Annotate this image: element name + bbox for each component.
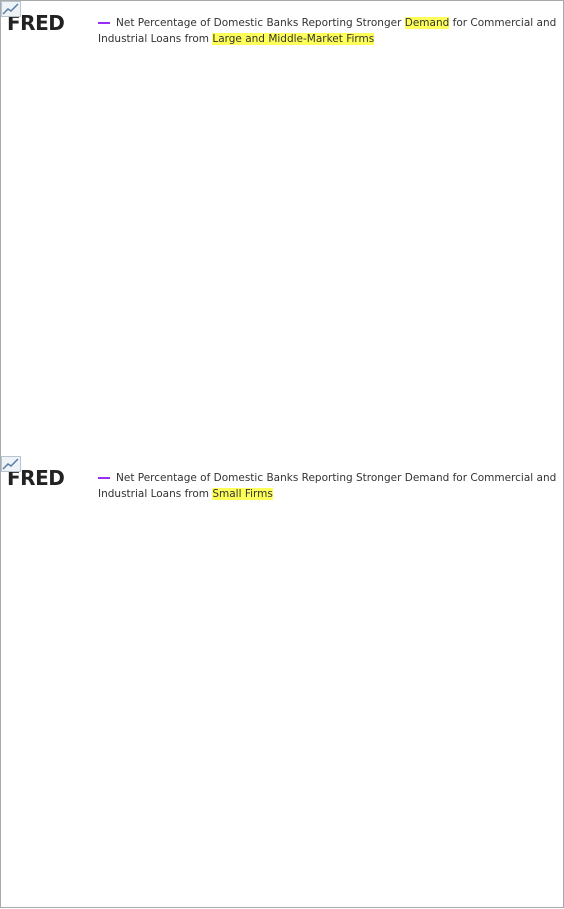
title-segment: Net Percentage of Domestic Banks Reporti… (98, 472, 557, 500)
title-segment: Small Firms (212, 488, 273, 500)
title-segment: Large and Middle-Market Firms (212, 33, 375, 45)
logo-icon: 3020100-10-20-30-40-50-60-70200820102012… (1, 456, 21, 472)
chart-panel: FRED 403020100-10-20-30-40-50-60-7020082… (1, 1, 563, 454)
legend-line (98, 477, 110, 479)
title-segment: Net Percentage of Domestic Banks Reporti… (116, 17, 405, 29)
chart-title: Net Percentage of Domestic Banks Reporti… (98, 470, 558, 502)
logo-icon: 403020100-10-20-30-40-50-60-702008201020… (1, 1, 21, 17)
chart (1, 1, 563, 454)
chart-title: Net Percentage of Domestic Banks Reporti… (98, 15, 558, 47)
title-segment: for Commercial and Industrial Loans from (98, 17, 557, 45)
legend-line (98, 22, 110, 24)
chart-panel: FRED 3020100-10-20-30-40-50-60-702008201… (1, 456, 563, 909)
title-segment: Demand (404, 17, 450, 29)
chart (1, 456, 563, 909)
